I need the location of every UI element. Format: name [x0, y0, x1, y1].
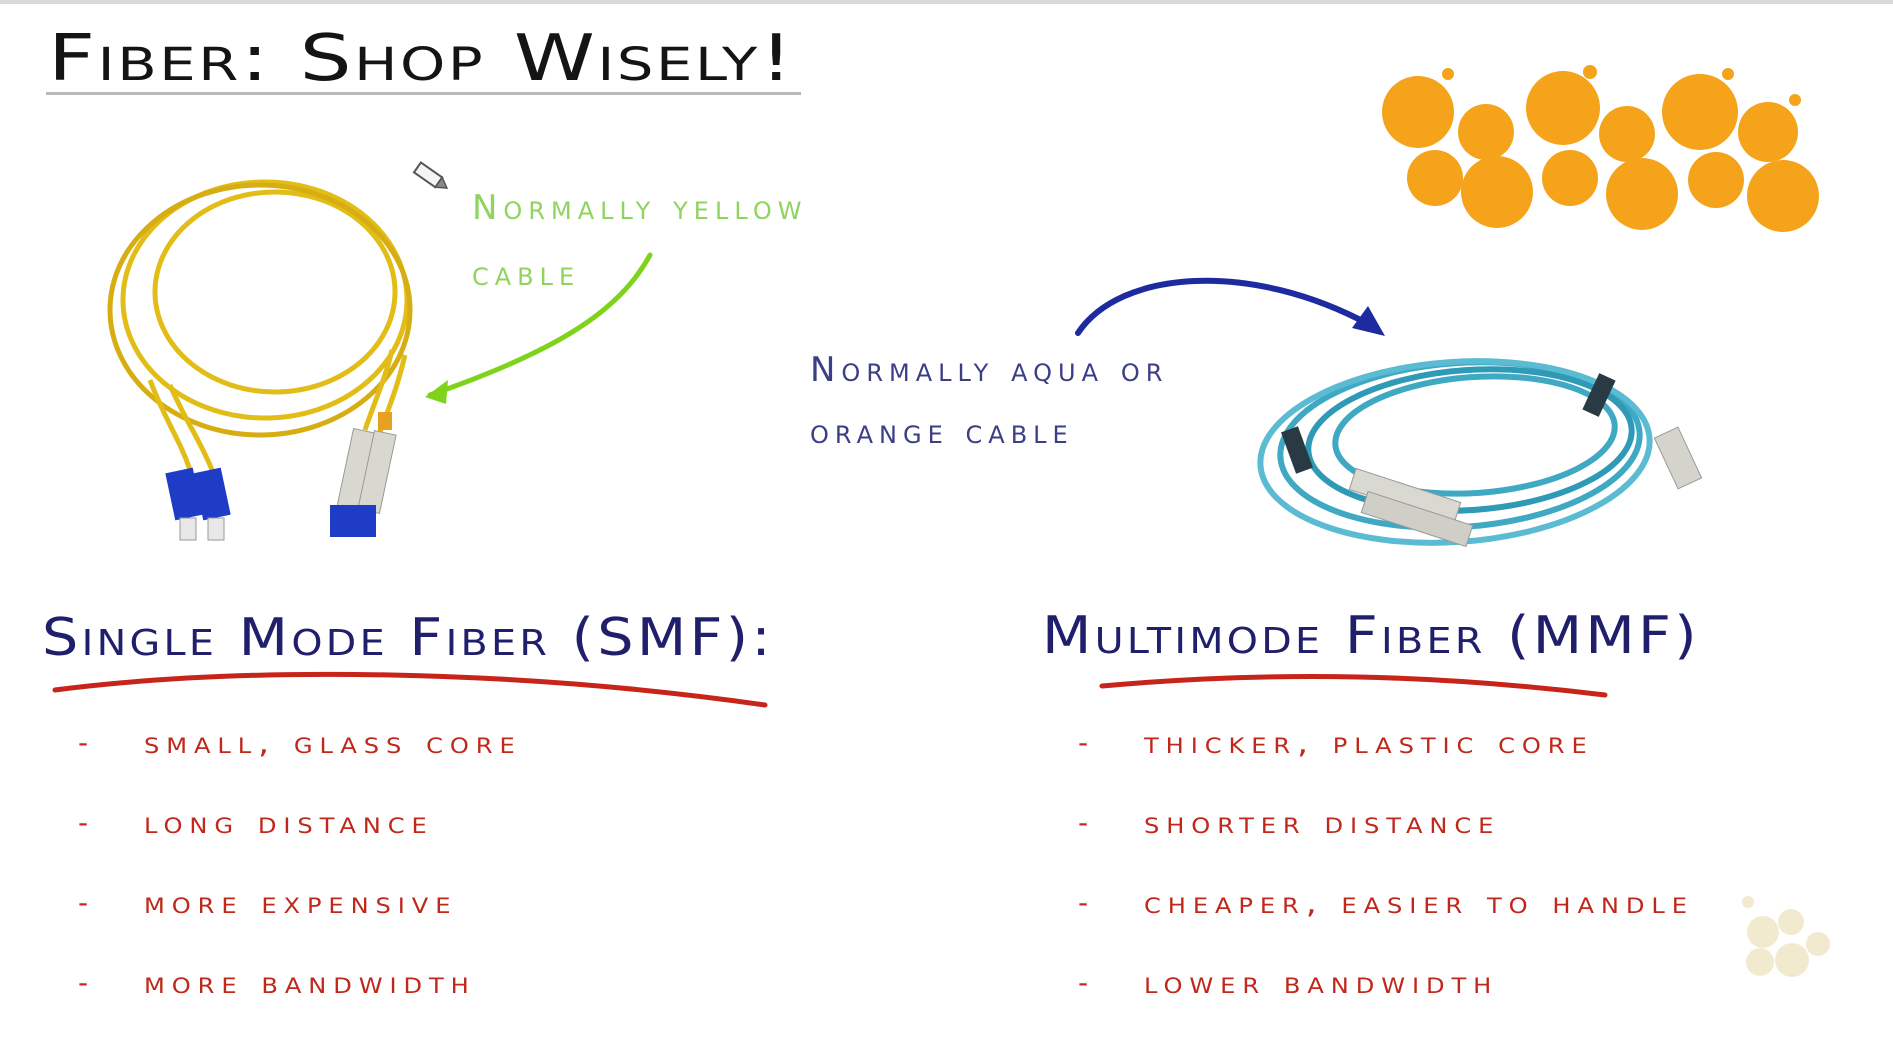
multimode-cable-note-line-1: Normally aqua or	[810, 350, 1169, 390]
aqua-cable-details	[1281, 373, 1703, 548]
list-item-text: shorter distance	[1144, 806, 1501, 841]
multimode-points: - thicker, plastic core - shorter distan…	[1078, 726, 1868, 1046]
list-marker: -	[1078, 966, 1089, 999]
watermark-dot-logo	[1742, 896, 1830, 977]
blue-arrow	[1075, 277, 1373, 336]
slide: Fiber: Shop Wisely!	[0, 0, 1893, 1001]
list-marker: -	[78, 726, 89, 759]
single-mode-heading: Single Mode Fiber (SMF):	[42, 608, 774, 668]
multimode-heading: Multimode Fiber (MMF)	[1042, 606, 1700, 666]
list-item: - more expensive	[78, 886, 898, 966]
single-mode-cable-note-line-2: cable	[472, 254, 581, 294]
list-item: - more bandwidth	[78, 966, 898, 1046]
list-item: - long distance	[78, 806, 898, 886]
pencil-cursor-icon	[412, 161, 449, 189]
list-item: - cheaper, easier to handle	[1078, 886, 1868, 966]
title-underline	[46, 92, 801, 95]
list-item: - shorter distance	[1078, 806, 1868, 886]
list-item-text: small, glass core	[144, 726, 522, 761]
list-marker: -	[1078, 726, 1089, 759]
list-marker: -	[1078, 806, 1089, 839]
yellow-cable-connectors	[165, 412, 397, 541]
green-arrowhead	[425, 380, 448, 404]
green-arrow	[427, 252, 653, 398]
list-item-text: more expensive	[144, 886, 458, 921]
smf-red-underline	[52, 671, 768, 708]
multimode-cable-note-line-2: orange cable	[810, 412, 1074, 452]
list-item-text: thicker, plastic core	[1144, 726, 1594, 761]
list-marker: -	[78, 806, 89, 839]
list-marker: -	[78, 886, 89, 919]
single-mode-points: - small, glass core - long distance - mo…	[78, 726, 898, 1046]
list-marker: -	[1078, 886, 1089, 919]
list-item-text: cheaper, easier to handle	[1144, 886, 1694, 921]
list-item: - small, glass core	[78, 726, 898, 806]
mmf-red-underline	[1099, 674, 1608, 698]
list-item-text: lower bandwidth	[1144, 966, 1499, 1001]
orange-dot-cluster-logo	[1382, 65, 1819, 232]
window-top-strip	[0, 0, 1893, 4]
list-item: - lower bandwidth	[1078, 966, 1868, 1046]
slide-title: Fiber: Shop Wisely!	[48, 22, 796, 96]
list-item: - thicker, plastic core	[1078, 726, 1868, 806]
single-mode-cable-note-line-1: Normally yellow	[472, 188, 808, 228]
list-item-text: more bandwidth	[144, 966, 476, 1001]
blue-arrowhead	[1352, 306, 1385, 336]
list-item-text: long distance	[144, 806, 434, 841]
list-marker: -	[78, 966, 89, 999]
drawings-layer	[52, 65, 1830, 977]
yellow-fiber-cable-image	[107, 179, 413, 471]
